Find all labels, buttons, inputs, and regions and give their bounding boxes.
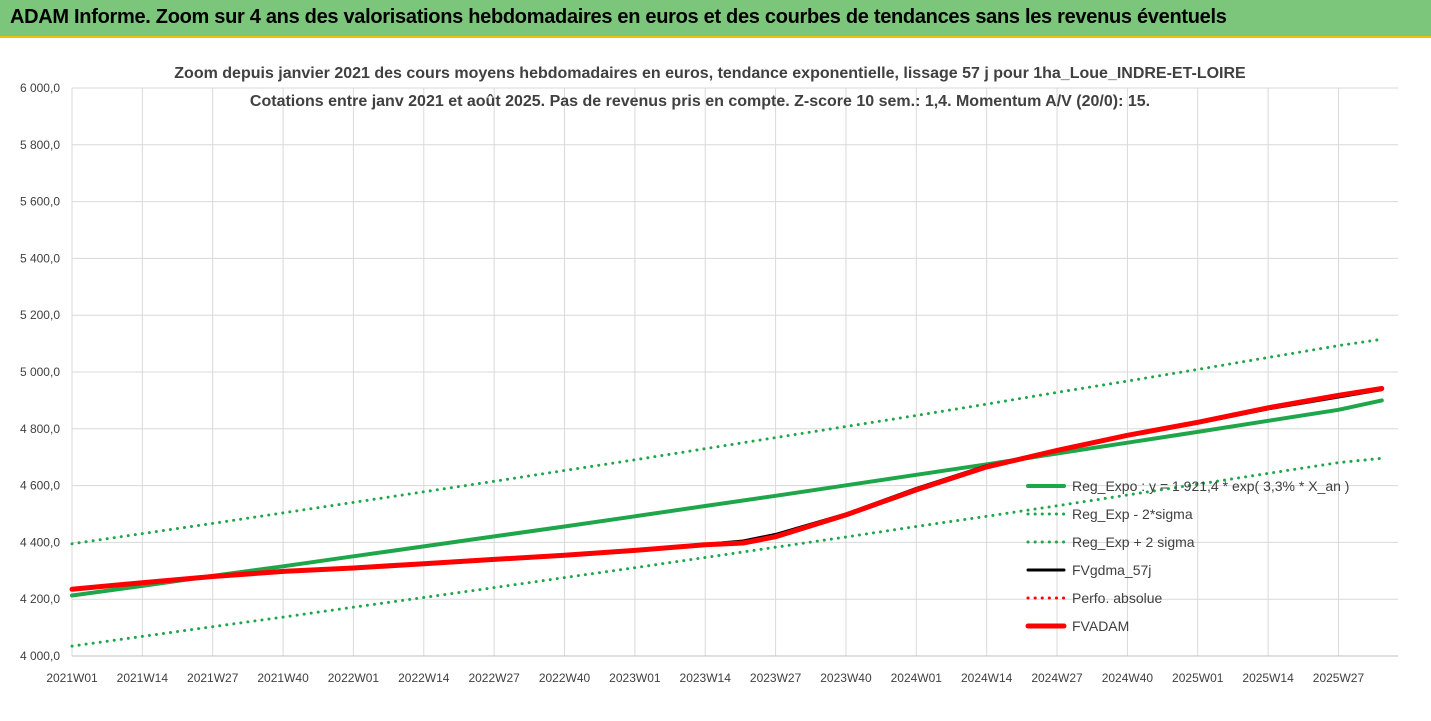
y-tick-label: 5 000,0 [20, 365, 60, 379]
x-tick-label: 2024W14 [961, 671, 1013, 685]
y-axis-ticks: 4 000,0 4 200,0 4 400,0 4 600,0 4 800,0 5 000… [20, 81, 60, 663]
x-tick-label: 2022W01 [328, 671, 380, 685]
series-line-2 [70, 337, 1384, 546]
x-tick-label: 2023W01 [609, 671, 661, 685]
chart-area: Zoom depuis janvier 2021 des cours moyen… [0, 38, 1431, 721]
series-line-5 [69, 386, 1385, 592]
report-banner: ADAM Informe. Zoom sur 4 ans des valoris… [0, 0, 1431, 38]
grid-lines [71, 87, 1398, 657]
x-tick-label: 2025W01 [1172, 671, 1224, 685]
legend-label: Reg_Expo : y = 1 921,4 * exp( 3,3% * X_a… [1072, 478, 1349, 494]
y-tick-label: 4 000,0 [20, 649, 60, 663]
line-chart: Zoom depuis janvier 2021 des cours moyen… [20, 65, 1398, 685]
x-tick-label: 2021W40 [257, 671, 309, 685]
series-line-1 [70, 456, 1384, 648]
legend-label: Reg_Exp + 2 sigma [1072, 534, 1195, 550]
y-tick-label: 4 600,0 [20, 479, 60, 493]
x-tick-label: 2021W14 [117, 671, 169, 685]
y-tick-label: 4 400,0 [20, 535, 60, 549]
chart-subtitle: Cotations entre janv 2021 et août 2025. … [250, 93, 1150, 110]
series-line-0 [70, 398, 1384, 598]
y-tick-label: 5 400,0 [20, 251, 60, 265]
legend-label: FVADAM [1072, 618, 1129, 634]
x-tick-label: 2025W14 [1242, 671, 1294, 685]
x-tick-label: 2023W14 [680, 671, 732, 685]
x-tick-label: 2023W27 [750, 671, 802, 685]
legend-label: FVgdma_57j [1072, 562, 1151, 578]
chart-title: Zoom depuis janvier 2021 des cours moyen… [174, 65, 1246, 82]
y-tick-label: 4 800,0 [20, 422, 60, 436]
x-axis-ticks: 2021W01 2021W14 2021W27 2021W40 2022W01 2022W… [46, 671, 1364, 685]
x-tick-label: 2022W27 [468, 671, 520, 685]
x-tick-label: 2024W40 [1102, 671, 1154, 685]
report-title: ADAM Informe. Zoom sur 4 ans des valoris… [10, 6, 1227, 28]
legend-label: Reg_Exp - 2*sigma [1072, 506, 1193, 522]
x-tick-label: 2022W14 [398, 671, 450, 685]
x-tick-label: 2024W27 [1031, 671, 1083, 685]
x-tick-label: 2021W27 [187, 671, 239, 685]
chart-legend: Reg_Expo : y = 1 921,4 * exp( 3,3% * X_a… [1025, 478, 1349, 634]
x-tick-label: 2023W40 [820, 671, 872, 685]
y-tick-label: 5 800,0 [20, 138, 60, 152]
y-tick-label: 5 200,0 [20, 308, 60, 322]
x-tick-label: 2025W27 [1313, 671, 1365, 685]
series-lines [69, 337, 1385, 648]
legend-label: Perfo. absolue [1072, 590, 1162, 606]
x-tick-label: 2024W01 [891, 671, 943, 685]
x-tick-label: 2022W40 [539, 671, 591, 685]
x-tick-label: 2021W01 [46, 671, 98, 685]
y-tick-label: 6 000,0 [20, 81, 60, 95]
y-tick-label: 4 200,0 [20, 592, 60, 606]
y-tick-label: 5 600,0 [20, 195, 60, 209]
